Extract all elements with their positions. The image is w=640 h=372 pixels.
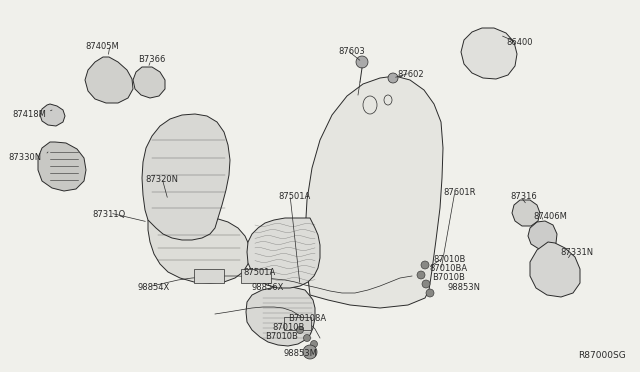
Text: 87330N: 87330N (8, 153, 41, 162)
Polygon shape (305, 76, 443, 308)
Polygon shape (148, 217, 250, 283)
Text: B7010B: B7010B (265, 332, 298, 341)
Circle shape (296, 327, 303, 334)
Text: 87010B: 87010B (433, 255, 465, 264)
Text: 87010B: 87010B (272, 323, 305, 332)
Polygon shape (512, 200, 540, 226)
Polygon shape (142, 114, 230, 240)
Polygon shape (40, 104, 65, 126)
Circle shape (303, 334, 310, 341)
Polygon shape (461, 28, 517, 79)
Circle shape (356, 56, 368, 68)
Text: 87501A: 87501A (243, 268, 275, 277)
Circle shape (388, 73, 398, 83)
Text: 87602: 87602 (397, 70, 424, 79)
FancyBboxPatch shape (284, 317, 311, 330)
Text: 87331N: 87331N (560, 248, 593, 257)
Text: 98856X: 98856X (252, 283, 284, 292)
Text: 98853M: 98853M (283, 349, 317, 358)
Polygon shape (247, 218, 320, 288)
Polygon shape (133, 67, 165, 98)
Text: 87418M: 87418M (12, 110, 46, 119)
Text: R87000SG: R87000SG (579, 351, 626, 360)
Polygon shape (38, 142, 86, 191)
Circle shape (417, 271, 425, 279)
FancyBboxPatch shape (241, 269, 271, 283)
Text: 87501A: 87501A (278, 192, 310, 201)
Text: 87601R: 87601R (443, 188, 476, 197)
Text: B7366: B7366 (138, 55, 165, 64)
Text: 87320N: 87320N (145, 175, 178, 184)
Text: 87405M: 87405M (85, 42, 119, 51)
Circle shape (421, 261, 429, 269)
FancyBboxPatch shape (194, 269, 224, 283)
Circle shape (426, 289, 434, 297)
Text: 86400: 86400 (506, 38, 532, 47)
Text: 87406M: 87406M (533, 212, 567, 221)
Text: 87010BA: 87010BA (429, 264, 467, 273)
Text: 87311Q: 87311Q (92, 210, 125, 219)
Polygon shape (530, 242, 580, 297)
Circle shape (303, 345, 317, 359)
Text: 87603: 87603 (338, 47, 365, 56)
Text: 87316: 87316 (510, 192, 537, 201)
Text: 98854X: 98854X (138, 283, 170, 292)
Text: B7010B: B7010B (432, 273, 465, 282)
Circle shape (310, 340, 317, 347)
Text: B70108A: B70108A (288, 314, 326, 323)
Polygon shape (85, 57, 133, 103)
Circle shape (422, 280, 430, 288)
Text: 98853N: 98853N (447, 283, 480, 292)
Polygon shape (528, 221, 557, 249)
Polygon shape (246, 287, 315, 346)
